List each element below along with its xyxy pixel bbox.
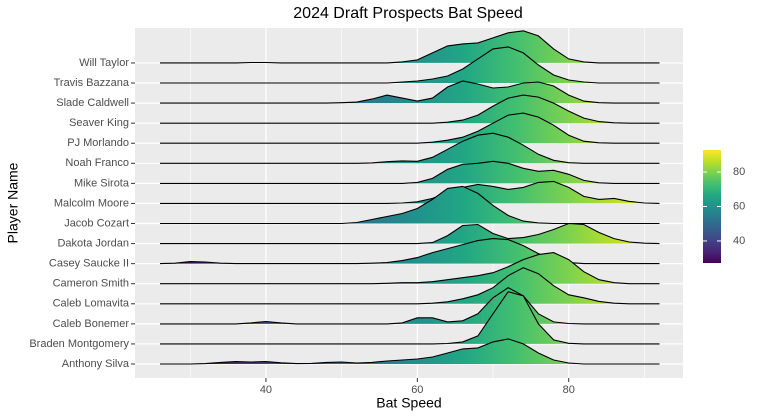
ridge-area bbox=[160, 181, 660, 204]
x-tick-label: 80 bbox=[563, 384, 575, 396]
chart-title: 2024 Draft Prospects Bat Speed bbox=[293, 5, 522, 22]
y-tick-label: Will Taylor bbox=[79, 57, 129, 69]
y-tick-label: Dakota Jordan bbox=[57, 237, 129, 249]
ridge-line bbox=[160, 160, 660, 184]
y-tick-label: Noah Franco bbox=[65, 157, 129, 169]
colorbar-label: 40 bbox=[733, 235, 745, 247]
ridge-area bbox=[160, 291, 660, 344]
y-tick-label: Mike Sirota bbox=[74, 177, 130, 189]
colorbar bbox=[703, 150, 721, 263]
ridge-line bbox=[160, 180, 660, 204]
y-tick-label: PJ Morlando bbox=[67, 137, 129, 149]
ridge-line bbox=[160, 291, 660, 345]
ridge-area bbox=[160, 133, 660, 164]
ridge-area bbox=[160, 113, 660, 144]
y-tick-label: Caleb Bonemer bbox=[53, 318, 130, 330]
ridge-line bbox=[160, 132, 660, 164]
colorbar-label: 80 bbox=[733, 166, 745, 178]
ridge-line bbox=[160, 287, 660, 325]
y-tick-label: Caleb Lomavita bbox=[53, 298, 130, 310]
ridge-area bbox=[160, 46, 660, 83]
ridge-area bbox=[160, 287, 660, 324]
ridge-area bbox=[160, 30, 660, 63]
x-tick-label: 60 bbox=[411, 384, 423, 396]
ridge-line bbox=[160, 112, 660, 144]
ridge-area bbox=[160, 223, 660, 244]
colorbar-label: 60 bbox=[733, 200, 745, 212]
y-tick-label: Jacob Cozart bbox=[64, 217, 129, 229]
ridge-line bbox=[160, 267, 660, 305]
y-tick-label: Seaver King bbox=[69, 117, 129, 129]
y-tick-label: Cameron Smith bbox=[53, 278, 129, 290]
x-tick-label: 40 bbox=[260, 384, 272, 396]
ridge-line bbox=[160, 222, 660, 245]
y-tick-label: Slade Caldwell bbox=[56, 97, 129, 109]
ridge-area bbox=[160, 267, 660, 304]
ridge-line bbox=[160, 80, 660, 104]
ridge-line bbox=[160, 30, 660, 64]
y-tick-label: Malcolm Moore bbox=[54, 197, 129, 209]
ridge-line bbox=[160, 338, 660, 365]
ridge-line bbox=[160, 46, 660, 84]
ridge-line bbox=[160, 252, 660, 285]
y-axis-label: Player Name bbox=[5, 162, 21, 243]
ridge-area bbox=[160, 186, 660, 224]
ridge-line bbox=[159, 238, 660, 265]
ridge-area bbox=[160, 161, 660, 184]
y-tick-label: Anthony Silva bbox=[62, 358, 130, 370]
y-tick-label: Casey Saucke II bbox=[49, 258, 129, 270]
y-tick-label: Braden Montgomery bbox=[29, 338, 129, 350]
y-tick-label: Travis Bazzana bbox=[54, 77, 130, 89]
x-axis-label: Bat Speed bbox=[376, 395, 441, 411]
ridge-area bbox=[160, 338, 660, 364]
ridge-line bbox=[160, 94, 660, 124]
